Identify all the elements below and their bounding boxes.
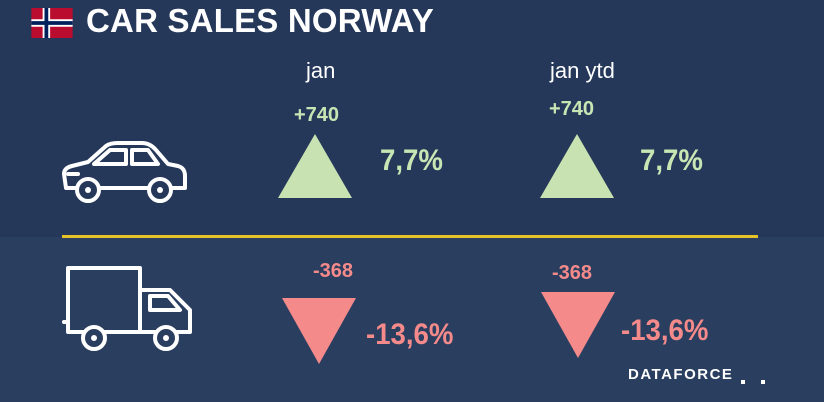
car-month-delta: +740 [294, 104, 340, 126]
truck-month-percent: -13,6% [366, 318, 454, 351]
section-divider [62, 235, 758, 238]
car-ytd-delta: +740 [549, 98, 595, 120]
dataforce-logo: DATAFORCE [628, 366, 734, 383]
truck-ytd-down-arrow-icon [541, 292, 615, 358]
truck-month-delta: -368 [313, 260, 354, 282]
truck-ytd-percent: -13,6% [621, 314, 709, 347]
car-icon [62, 141, 187, 203]
truck-ytd-delta: -368 [552, 262, 593, 284]
column-header-ytd: jan ytd [550, 58, 615, 83]
car-month-up-arrow-icon [278, 134, 352, 198]
column-header-month: jan [306, 58, 336, 83]
truck-month-down-arrow-icon [282, 298, 356, 364]
logo-dot [761, 380, 765, 384]
car-ytd-percent: 7,7% [640, 144, 703, 177]
car-ytd-up-arrow-icon [540, 134, 614, 198]
page-title: CAR SALES NORWAY [86, 2, 434, 39]
car-month-percent: 7,7% [380, 144, 443, 177]
logo-dot [741, 380, 745, 384]
norway-flag-icon [31, 8, 73, 38]
lower-section-background [0, 237, 824, 402]
truck-icon [62, 266, 192, 351]
